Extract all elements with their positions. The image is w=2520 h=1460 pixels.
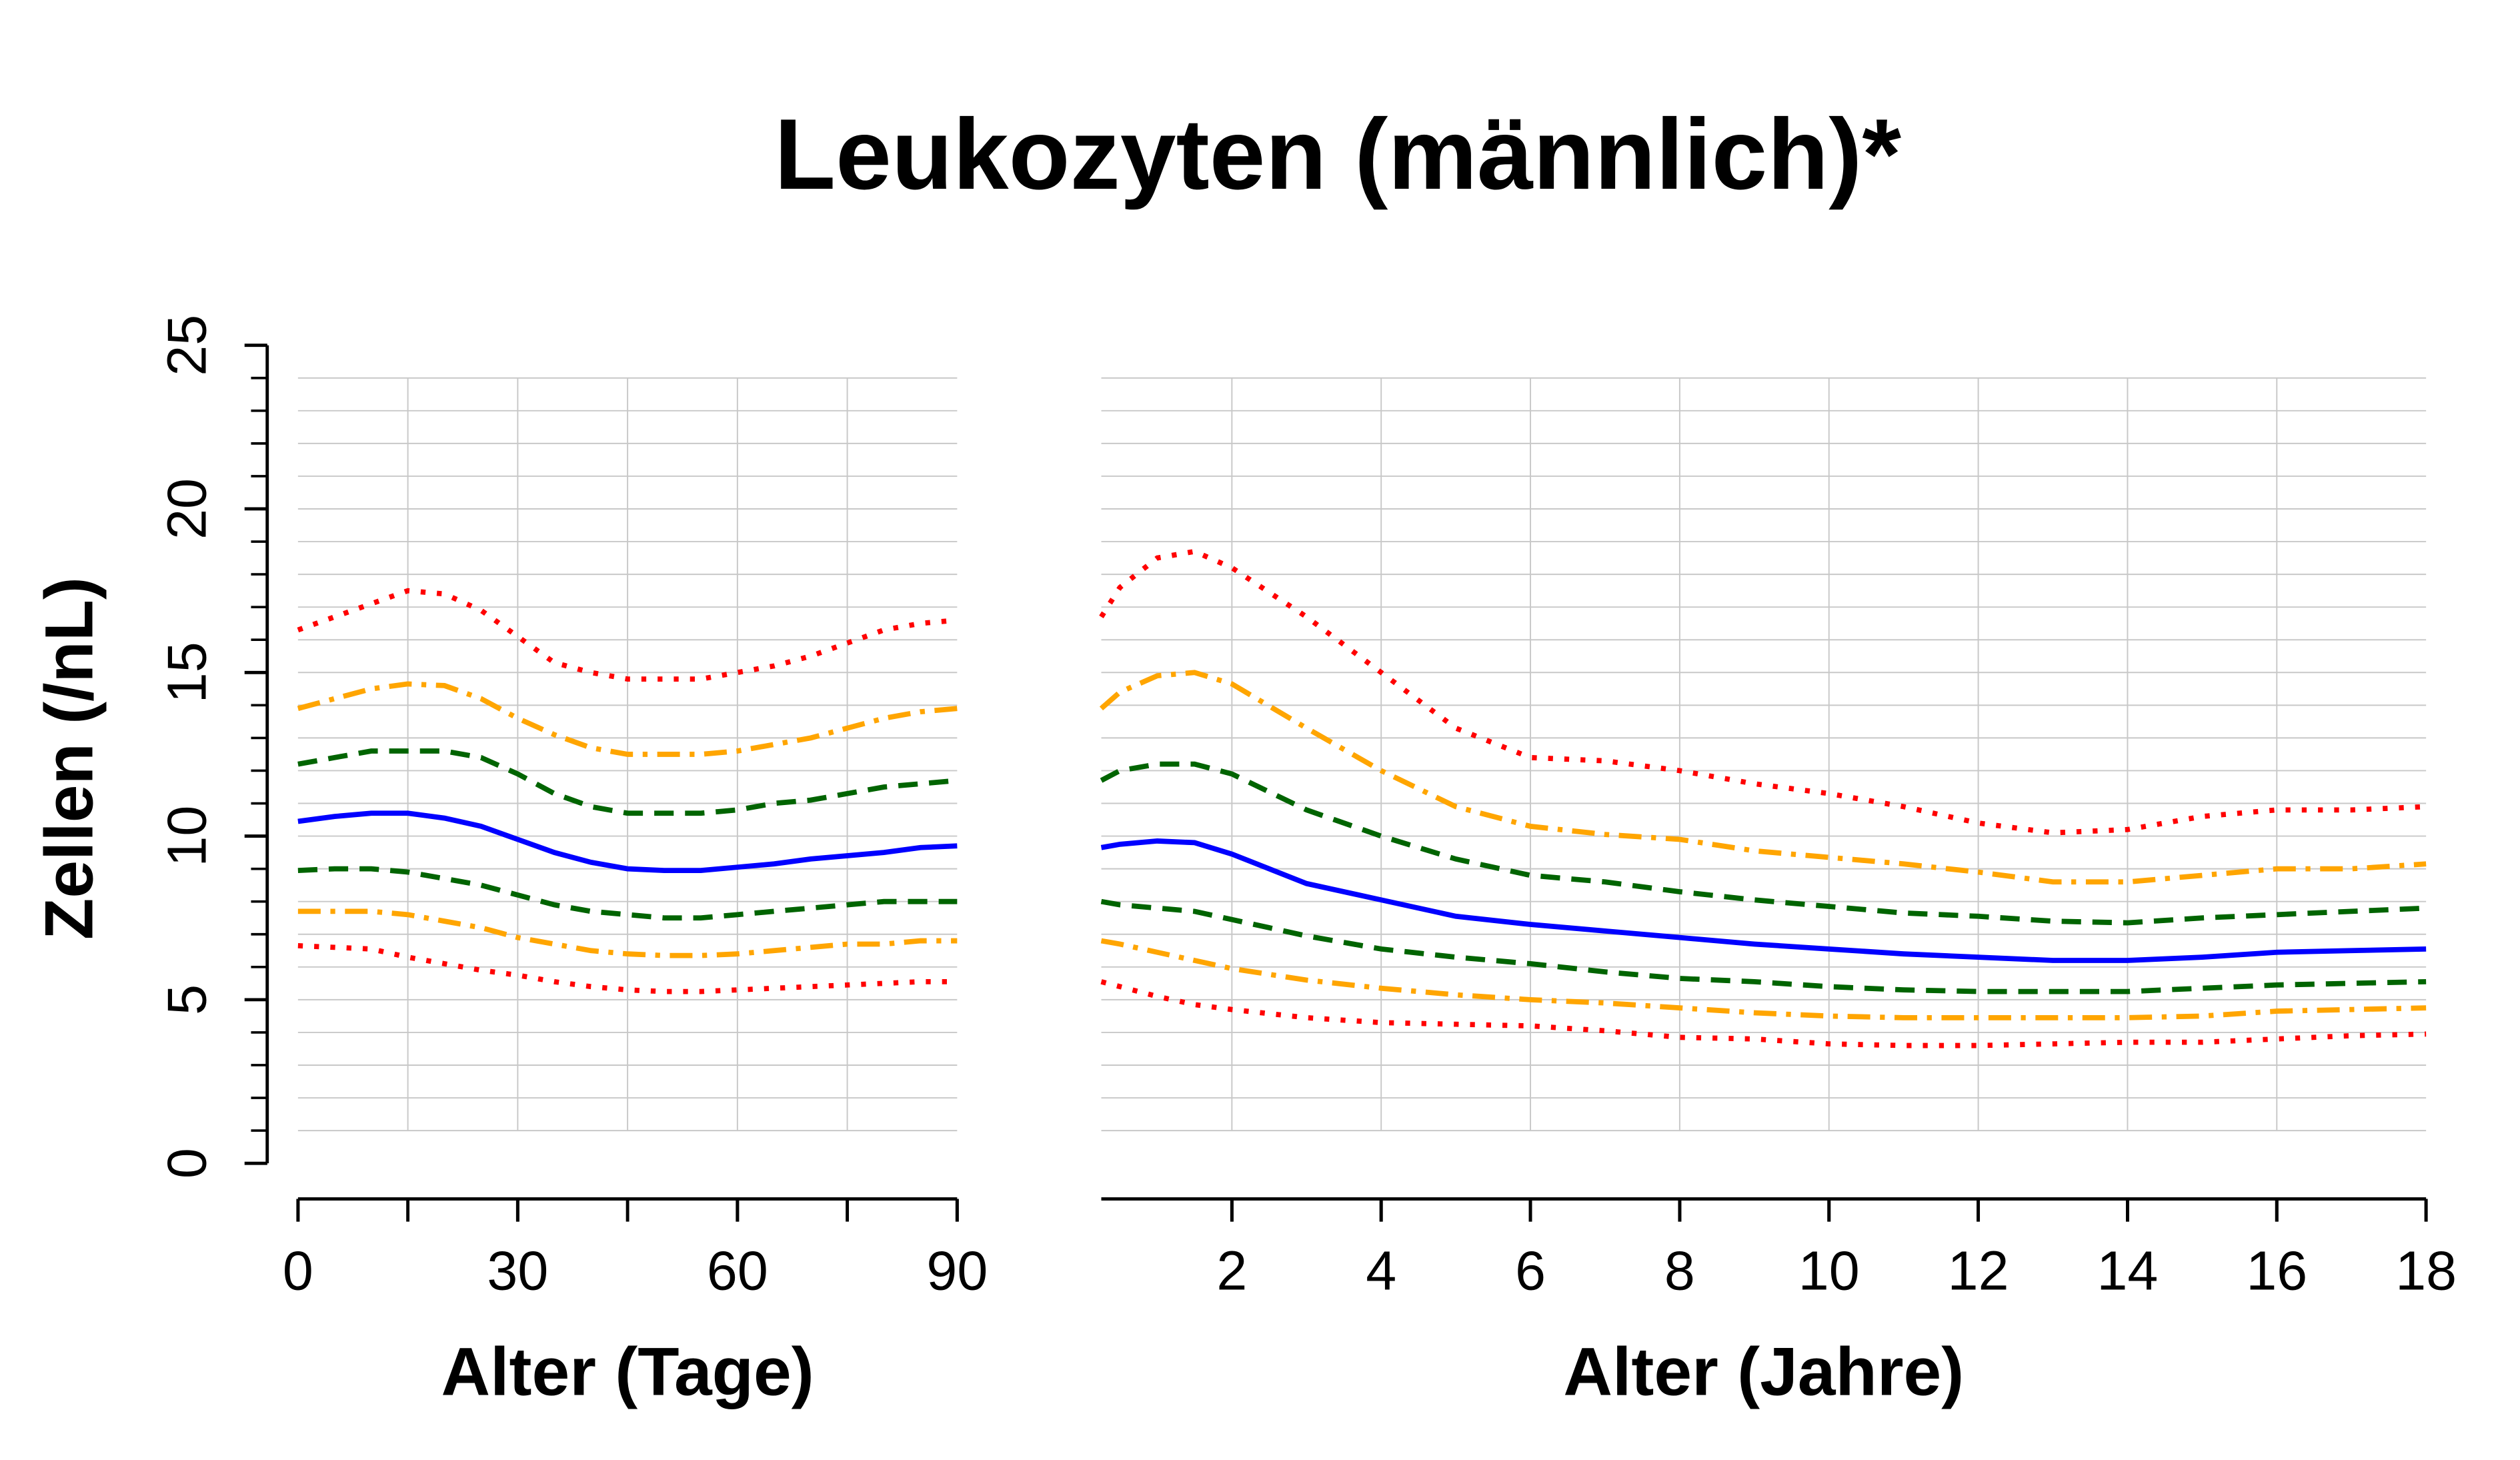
y-tick-label: 5 <box>156 984 217 1015</box>
x-axis-label: Alter (Tage) <box>441 1334 814 1410</box>
series-line <box>297 681 958 757</box>
series-line <box>1100 761 2427 926</box>
x-tick-label: 10 <box>1798 1241 1860 1302</box>
y-tick-label: 20 <box>156 478 217 540</box>
series-line <box>297 748 958 816</box>
series-line <box>1099 670 2427 885</box>
series-line <box>297 908 958 958</box>
x-tick-label: 18 <box>2395 1241 2457 1302</box>
series-line <box>297 943 958 994</box>
series-line <box>1099 548 2427 836</box>
x-tick-label: 16 <box>2246 1241 2307 1302</box>
series-line <box>1100 838 2427 963</box>
x-tick-label: 2 <box>1216 1241 1247 1302</box>
chart-title: Leukozyten (männlich)* <box>774 98 1901 210</box>
series-line <box>1100 898 2427 994</box>
x-tick-label: 8 <box>1664 1241 1695 1302</box>
y-tick-label: 15 <box>156 642 217 703</box>
series-line <box>297 810 958 873</box>
y-tick-label: 25 <box>156 315 217 376</box>
y-tick-label: 10 <box>156 806 217 867</box>
series-line <box>297 588 958 682</box>
x-tick-label: 90 <box>926 1241 988 1302</box>
x-tick-label: 0 <box>283 1241 313 1302</box>
x-axis-label: Alter (Jahre) <box>1563 1334 1964 1410</box>
x-tick-label: 6 <box>1515 1241 1546 1302</box>
x-tick-label: 14 <box>2097 1241 2159 1302</box>
x-tick-label: 30 <box>487 1241 548 1302</box>
x-tick-label: 4 <box>1366 1241 1396 1302</box>
series-line <box>297 866 958 921</box>
x-tick-label: 12 <box>1948 1241 2009 1302</box>
x-tick-label: 60 <box>707 1241 768 1302</box>
y-axis-label: Zellen (/nL) <box>31 577 107 940</box>
series-line <box>1100 938 2427 1020</box>
y-tick-label: 0 <box>156 1148 217 1179</box>
